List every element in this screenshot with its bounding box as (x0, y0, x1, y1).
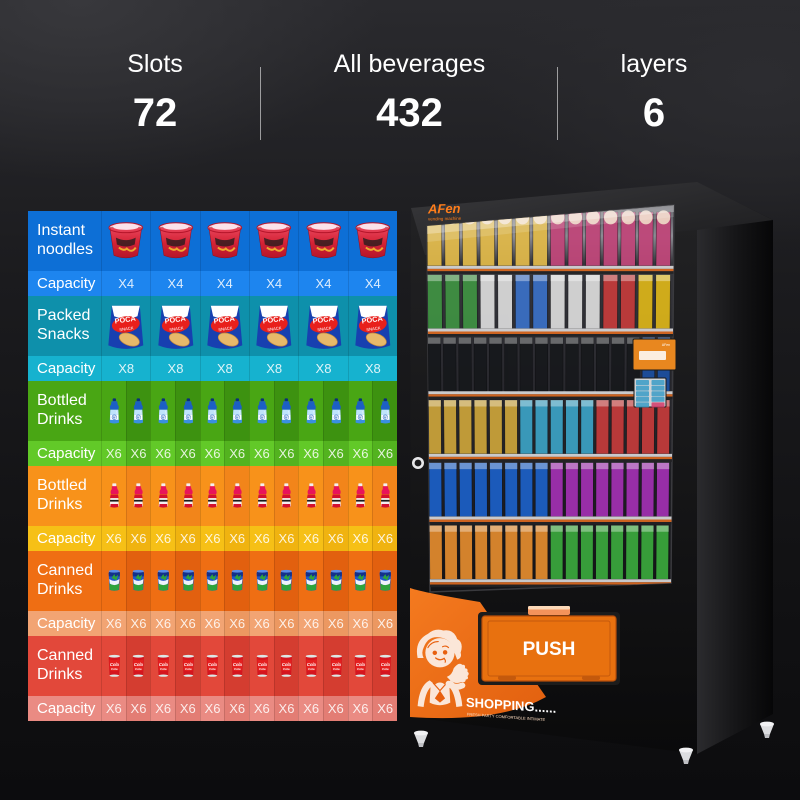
svg-text:vending machine: vending machine (428, 216, 462, 222)
svg-text:PUSH: PUSH (523, 639, 576, 660)
svg-text:AFen: AFen (427, 201, 461, 217)
svg-text:AFen: AFen (662, 343, 670, 347)
